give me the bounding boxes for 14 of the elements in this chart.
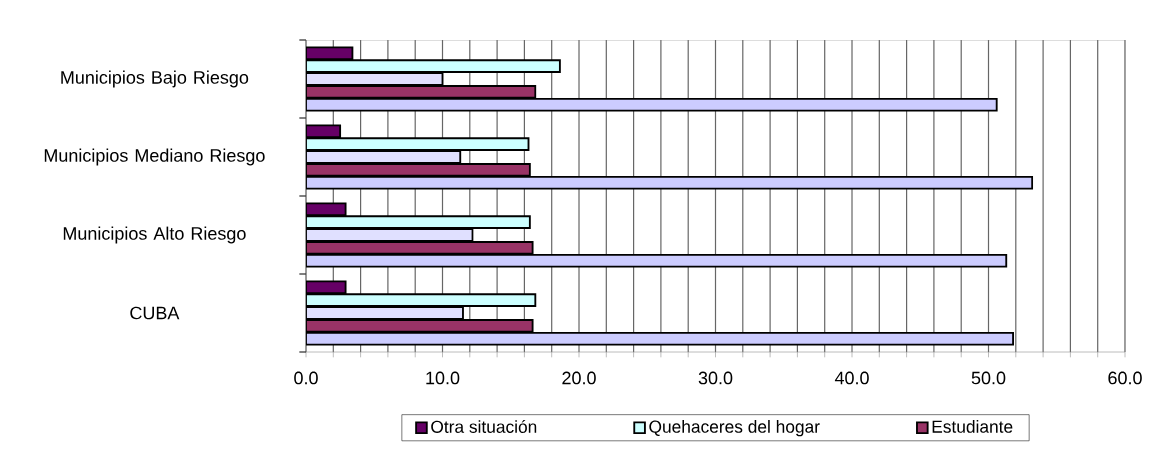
x-tick-label: 0.0 (294, 371, 318, 385)
legend-label: Estudiante (932, 420, 1013, 433)
y-tick-label: Municipios Mediano Riesgo (44, 148, 265, 166)
x-tick-label: 10.0 (426, 371, 460, 385)
x-tick-label: 40.0 (834, 371, 869, 385)
y-tick-label: Municipios Alto Riesgo (63, 226, 246, 244)
y-tick-label: CUBA (130, 306, 180, 320)
x-tick-label: 50.0 (971, 371, 1006, 385)
y-tick-label: Municipios Bajo Riesgo (61, 70, 249, 88)
legend-label: Quehaceres del hogar (649, 420, 820, 437)
x-tick-label: 30.0 (698, 371, 733, 385)
x-tick-label: 20.0 (562, 371, 596, 385)
legend-label: Otra situación (431, 420, 537, 433)
x-tick-label: 60.0 (1108, 371, 1142, 385)
